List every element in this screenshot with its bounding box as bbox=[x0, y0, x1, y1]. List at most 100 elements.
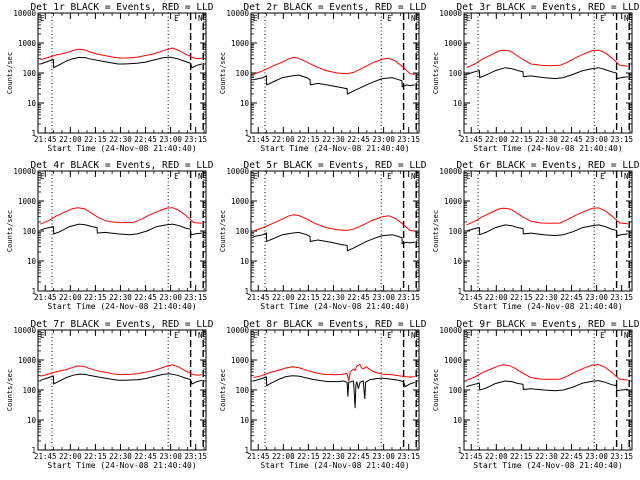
x-tick-label: 23:00 bbox=[159, 293, 182, 302]
x-tick-label: 21:45 bbox=[34, 293, 57, 302]
y-tick-label: 10000 bbox=[226, 167, 249, 176]
lld-rate-line bbox=[40, 207, 202, 225]
events-rate-line bbox=[466, 224, 628, 237]
y-tick-label: 100 bbox=[235, 227, 249, 236]
x-tick-label: 23:00 bbox=[585, 452, 608, 461]
y-tick-label: 1000 bbox=[231, 356, 250, 365]
x-tick-label: 22:15 bbox=[84, 135, 107, 144]
events-rate-line bbox=[253, 375, 415, 409]
x-axis-label: Start Time (24-Nov-08 21:40:40) bbox=[260, 461, 409, 470]
detector-panel-2: Det 2r BLACK = Events, RED = LLD 1 10 100 10… bbox=[219, 2, 427, 153]
flag-label: E bbox=[600, 331, 605, 340]
x-tick-label: 21:45 bbox=[460, 293, 483, 302]
detector-panel-8: Det 8r BLACK = Events, RED = LLD 1 10 100 10… bbox=[219, 319, 427, 470]
x-tick-label: 21:45 bbox=[247, 135, 270, 144]
x-tick-label: 22:15 bbox=[297, 293, 320, 302]
y-tick-label: 100 bbox=[235, 69, 249, 78]
flag-label: E bbox=[600, 172, 605, 181]
x-tick-label: 22:00 bbox=[59, 452, 82, 461]
x-tick-label: 22:45 bbox=[560, 135, 583, 144]
panel-title: Det 9r BLACK = Events, RED = LLD bbox=[456, 319, 639, 330]
y-tick-label: 1000 bbox=[444, 39, 463, 48]
flag-label: E bbox=[174, 172, 179, 181]
x-tick-label: 22:45 bbox=[347, 452, 370, 461]
flag-label: E bbox=[466, 14, 471, 23]
panel-title: Det 8r BLACK = Events, RED = LLD bbox=[243, 319, 426, 330]
y-tick-label: 1000 bbox=[231, 39, 250, 48]
y-tick-label: 100 bbox=[22, 69, 36, 78]
x-tick-label: 22:00 bbox=[59, 293, 82, 302]
y-axis-label: Counts/sec bbox=[432, 369, 440, 411]
y-tick-label: 100 bbox=[22, 386, 36, 395]
flag-label: E bbox=[40, 331, 45, 340]
x-axis-label: Start Time (24-Nov-08 21:40:40) bbox=[473, 144, 622, 153]
plot-frame bbox=[250, 329, 420, 451]
flag-label: E bbox=[253, 331, 258, 340]
x-tick-label: 23:00 bbox=[159, 135, 182, 144]
x-tick-label: 23:00 bbox=[372, 452, 395, 461]
x-tick-label: 22:45 bbox=[134, 135, 157, 144]
flag-label: N bbox=[411, 172, 416, 181]
y-tick-label: 10000 bbox=[226, 326, 249, 335]
x-axis-label: Start Time (24-Nov-08 21:40:40) bbox=[47, 461, 196, 470]
flag-label: N bbox=[624, 14, 629, 23]
x-tick-label: 21:45 bbox=[247, 293, 270, 302]
lld-rate-line bbox=[253, 56, 415, 75]
x-tick-label: 22:30 bbox=[535, 293, 558, 302]
flag-label: E bbox=[466, 172, 471, 181]
flag-label: E bbox=[387, 172, 392, 181]
panel-title: Det 1r BLACK = Events, RED = LLD bbox=[30, 2, 213, 13]
flag-label: E bbox=[174, 331, 179, 340]
y-tick-label: 10 bbox=[453, 99, 463, 108]
x-tick-label: 23:00 bbox=[585, 135, 608, 144]
plot-frame bbox=[37, 329, 207, 451]
x-tick-label: 22:30 bbox=[322, 452, 345, 461]
x-tick-label: 22:00 bbox=[485, 452, 508, 461]
x-tick-label: 22:15 bbox=[510, 452, 533, 461]
events-rate-line bbox=[40, 56, 202, 69]
lld-rate-line bbox=[466, 49, 628, 69]
x-tick-label: 22:00 bbox=[272, 452, 295, 461]
y-tick-label: 10000 bbox=[439, 9, 462, 18]
y-tick-label: 10 bbox=[453, 257, 463, 266]
x-tick-label: 22:00 bbox=[59, 135, 82, 144]
y-tick-label: 1 bbox=[457, 129, 462, 138]
x-axis-label: Start Time (24-Nov-08 21:40:40) bbox=[47, 144, 196, 153]
events-rate-line bbox=[40, 373, 202, 385]
flag-label: N bbox=[624, 172, 629, 181]
y-axis-label: Counts/sec bbox=[6, 369, 14, 411]
flag-label: E bbox=[174, 14, 179, 23]
y-tick-label: 10000 bbox=[226, 9, 249, 18]
y-tick-label: 10 bbox=[27, 257, 37, 266]
x-tick-label: 23:15 bbox=[610, 135, 633, 144]
y-tick-label: 100 bbox=[235, 386, 249, 395]
x-tick-label: 22:30 bbox=[109, 452, 132, 461]
events-rate-line bbox=[466, 67, 628, 80]
panel-title: Det 2r BLACK = Events, RED = LLD bbox=[243, 2, 426, 13]
y-tick-label: 10 bbox=[27, 416, 37, 425]
panel-title: Det 6r BLACK = Events, RED = LLD bbox=[456, 160, 639, 171]
x-tick-label: 22:45 bbox=[347, 293, 370, 302]
flag-label: E bbox=[387, 331, 392, 340]
plot-frame bbox=[37, 170, 207, 292]
lld-rate-line bbox=[253, 363, 415, 382]
y-axis-label: Counts/sec bbox=[219, 210, 227, 252]
x-tick-label: 22:30 bbox=[109, 293, 132, 302]
y-tick-label: 1000 bbox=[18, 356, 37, 365]
y-tick-label: 10000 bbox=[13, 9, 36, 18]
y-tick-label: 1 bbox=[457, 446, 462, 455]
x-tick-label: 23:00 bbox=[372, 293, 395, 302]
x-tick-label: 22:15 bbox=[84, 293, 107, 302]
y-tick-label: 10000 bbox=[13, 326, 36, 335]
x-tick-label: 21:45 bbox=[247, 452, 270, 461]
x-axis-label: Start Time (24-Nov-08 21:40:40) bbox=[47, 302, 196, 311]
x-tick-label: 22:30 bbox=[322, 293, 345, 302]
y-tick-label: 1000 bbox=[18, 197, 37, 206]
x-tick-label: 22:30 bbox=[109, 135, 132, 144]
x-tick-label: 22:00 bbox=[485, 135, 508, 144]
y-tick-label: 10 bbox=[453, 416, 463, 425]
flag-label: E bbox=[253, 14, 258, 23]
y-tick-label: 1 bbox=[31, 129, 36, 138]
x-tick-label: 23:15 bbox=[397, 135, 420, 144]
lld-rate-line bbox=[466, 364, 628, 381]
